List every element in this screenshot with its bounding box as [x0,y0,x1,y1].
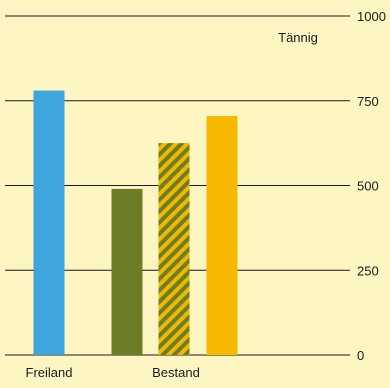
x-category-label-freiland: Freiland [26,365,73,380]
bar-1 [33,90,65,355]
bar-2 [111,188,143,355]
x-axis-category-labels: Freiland Bestand [26,365,200,380]
y-tick-label: 0 [357,348,364,363]
y-tick-label: 750 [357,94,379,109]
x-category-label-bestand: Bestand [152,365,200,380]
bars [33,90,238,355]
bar-4 [206,116,238,355]
y-tick-label: 250 [357,263,379,278]
y-tick-label: 500 [357,179,379,194]
y-axis-tick-labels: 0 250 500 750 1000 [357,9,386,363]
y-tick-label: 1000 [357,9,386,24]
chart-annotation: Tännig [278,30,318,45]
bar-3 [158,143,190,355]
